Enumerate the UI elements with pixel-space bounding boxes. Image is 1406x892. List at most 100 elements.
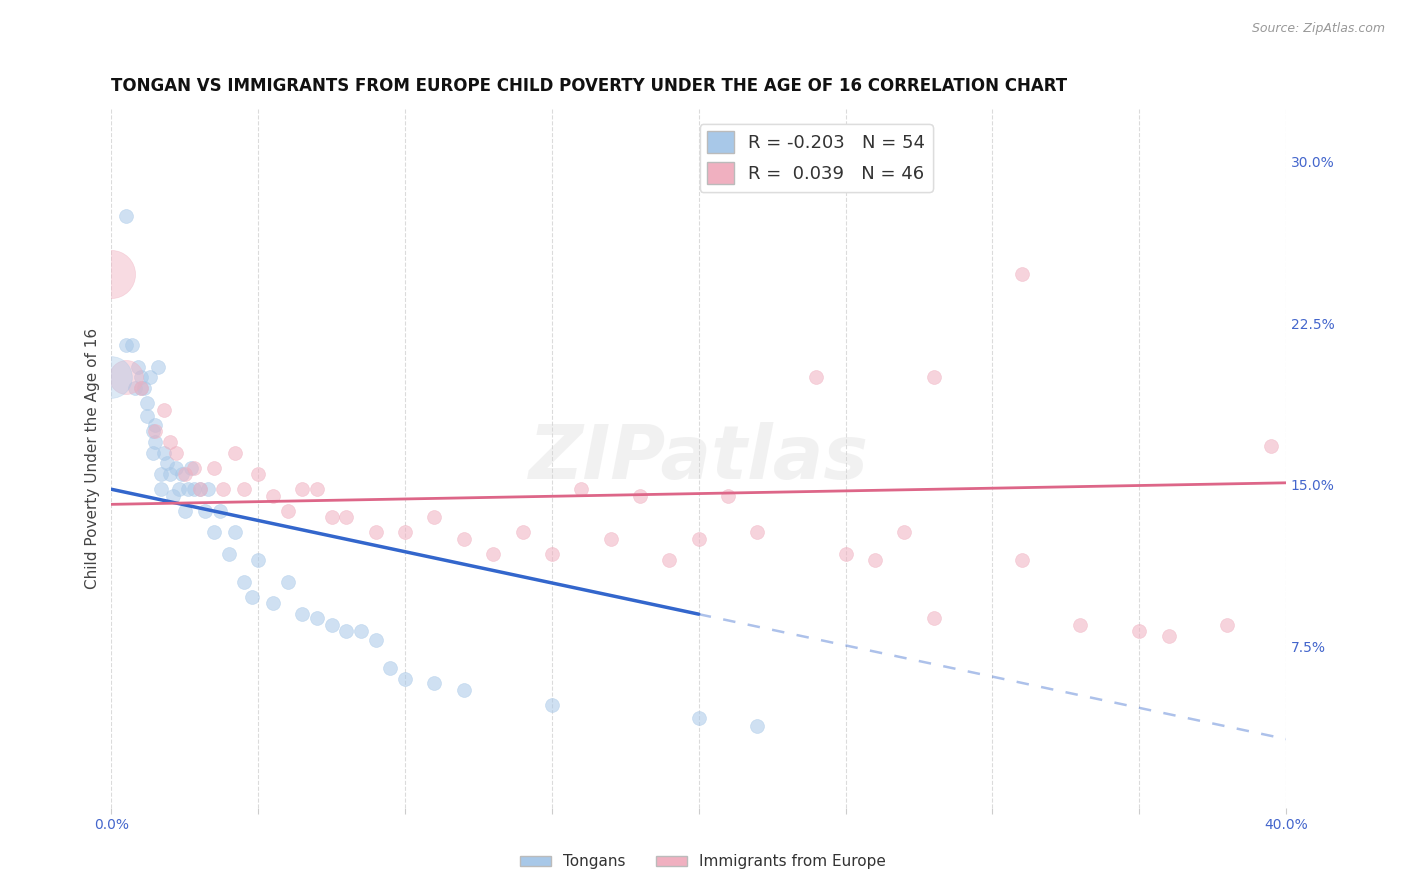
Point	[277, 574, 299, 589]
Point	[159, 434, 181, 449]
Point	[150, 467, 173, 482]
Point	[127, 359, 149, 374]
Point	[453, 532, 475, 546]
Point	[335, 624, 357, 639]
Point	[512, 525, 534, 540]
Point	[350, 624, 373, 639]
Legend: R = -0.203   N = 54, R =  0.039   N = 46: R = -0.203 N = 54, R = 0.039 N = 46	[700, 124, 932, 192]
Point	[141, 445, 163, 459]
Point	[135, 396, 157, 410]
Point	[145, 434, 167, 449]
Point	[177, 483, 200, 497]
Point	[599, 532, 621, 546]
Point	[394, 525, 416, 540]
Point	[747, 719, 769, 733]
Point	[100, 370, 122, 384]
Point	[688, 710, 710, 724]
Point	[277, 504, 299, 518]
Point	[262, 596, 284, 610]
Point	[202, 460, 225, 475]
Point	[124, 381, 146, 395]
Point	[291, 483, 314, 497]
Point	[922, 611, 945, 625]
Point	[165, 445, 187, 459]
Point	[922, 370, 945, 384]
Point	[129, 370, 152, 384]
Point	[115, 338, 138, 352]
Point	[247, 467, 270, 482]
Point	[170, 467, 193, 482]
Point	[247, 553, 270, 567]
Point	[804, 370, 827, 384]
Point	[224, 525, 246, 540]
Point	[129, 381, 152, 395]
Point	[335, 510, 357, 524]
Point	[541, 698, 564, 712]
Point	[305, 483, 328, 497]
Point	[232, 574, 254, 589]
Point	[423, 676, 446, 690]
Point	[150, 483, 173, 497]
Point	[394, 672, 416, 686]
Point	[165, 460, 187, 475]
Point	[453, 682, 475, 697]
Point	[240, 590, 263, 604]
Point	[321, 510, 343, 524]
Point	[188, 483, 211, 497]
Point	[194, 504, 217, 518]
Point	[115, 370, 138, 384]
Point	[159, 467, 181, 482]
Text: Source: ZipAtlas.com: Source: ZipAtlas.com	[1251, 22, 1385, 36]
Point	[162, 489, 184, 503]
Point	[541, 547, 564, 561]
Point	[305, 611, 328, 625]
Point	[658, 553, 681, 567]
Y-axis label: Child Poverty Under the Age of 16: Child Poverty Under the Age of 16	[86, 327, 100, 589]
Point	[197, 483, 219, 497]
Point	[145, 417, 167, 432]
Point	[212, 483, 235, 497]
Point	[173, 504, 195, 518]
Point	[135, 409, 157, 423]
Point	[1069, 618, 1091, 632]
Point	[1216, 618, 1239, 632]
Point	[153, 445, 176, 459]
Point	[153, 402, 176, 417]
Point	[628, 489, 651, 503]
Point	[183, 483, 205, 497]
Point	[291, 607, 314, 622]
Text: ZIPatlas: ZIPatlas	[529, 422, 869, 494]
Point	[688, 532, 710, 546]
Point	[145, 424, 167, 438]
Point	[183, 460, 205, 475]
Point	[173, 467, 195, 482]
Point	[1011, 267, 1033, 281]
Point	[423, 510, 446, 524]
Point	[262, 489, 284, 503]
Text: TONGAN VS IMMIGRANTS FROM EUROPE CHILD POVERTY UNDER THE AGE OF 16 CORRELATION C: TONGAN VS IMMIGRANTS FROM EUROPE CHILD P…	[111, 78, 1067, 95]
Point	[224, 445, 246, 459]
Point	[1011, 553, 1033, 567]
Legend: Tongans, Immigrants from Europe: Tongans, Immigrants from Europe	[515, 848, 891, 875]
Point	[209, 504, 232, 518]
Point	[1260, 439, 1282, 453]
Point	[132, 381, 155, 395]
Point	[180, 460, 202, 475]
Point	[202, 525, 225, 540]
Point	[482, 547, 505, 561]
Point	[834, 547, 856, 561]
Point	[115, 209, 138, 223]
Point	[121, 338, 143, 352]
Point	[321, 618, 343, 632]
Point	[569, 483, 592, 497]
Point	[100, 267, 122, 281]
Point	[188, 483, 211, 497]
Point	[717, 489, 740, 503]
Point	[141, 424, 163, 438]
Point	[364, 525, 387, 540]
Point	[863, 553, 886, 567]
Point	[893, 525, 915, 540]
Point	[167, 483, 190, 497]
Point	[380, 661, 402, 675]
Point	[138, 370, 160, 384]
